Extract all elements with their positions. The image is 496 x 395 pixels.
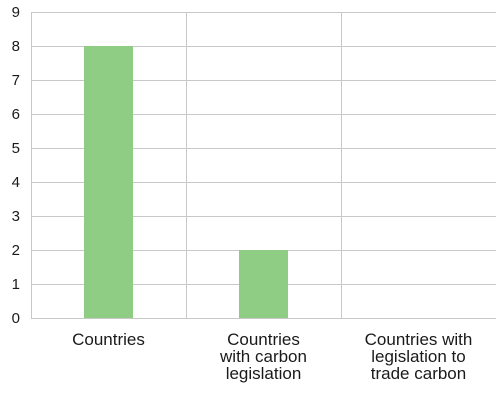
x-category-label-line: Countries with xyxy=(365,330,473,349)
bar-1 xyxy=(239,250,288,318)
bars xyxy=(84,46,288,318)
y-tick-label: 3 xyxy=(12,208,20,225)
y-tick-label: 0 xyxy=(12,310,20,327)
x-category-label: Countries with legislation to trade carbon xyxy=(365,330,473,383)
x-category-label: Countries xyxy=(72,330,145,349)
x-axis-labels: Countries Countries with carbon legislation… xyxy=(72,330,472,383)
x-category-label-line: legislation xyxy=(226,364,302,383)
y-tick-label: 5 xyxy=(12,140,20,157)
y-tick-label: 7 xyxy=(12,72,20,89)
y-tick-label: 6 xyxy=(12,106,20,123)
y-tick-label: 4 xyxy=(12,174,20,191)
y-axis-ticks: 0 1 2 3 4 5 6 7 8 9 xyxy=(12,4,20,327)
x-category-label: Countries with carbon legislation xyxy=(219,330,307,383)
x-category-label-line: with carbon xyxy=(219,347,307,366)
x-category-label-line: Countries xyxy=(72,330,145,349)
x-category-label-line: Countries xyxy=(227,330,300,349)
x-category-label-line: trade carbon xyxy=(371,364,466,383)
x-category-label-line: legislation to xyxy=(371,347,466,366)
y-tick-label: 8 xyxy=(12,38,20,55)
y-tick-label: 1 xyxy=(12,276,20,293)
bar-0 xyxy=(84,46,133,318)
y-tick-label: 9 xyxy=(12,4,20,21)
y-tick-label: 2 xyxy=(12,242,20,259)
